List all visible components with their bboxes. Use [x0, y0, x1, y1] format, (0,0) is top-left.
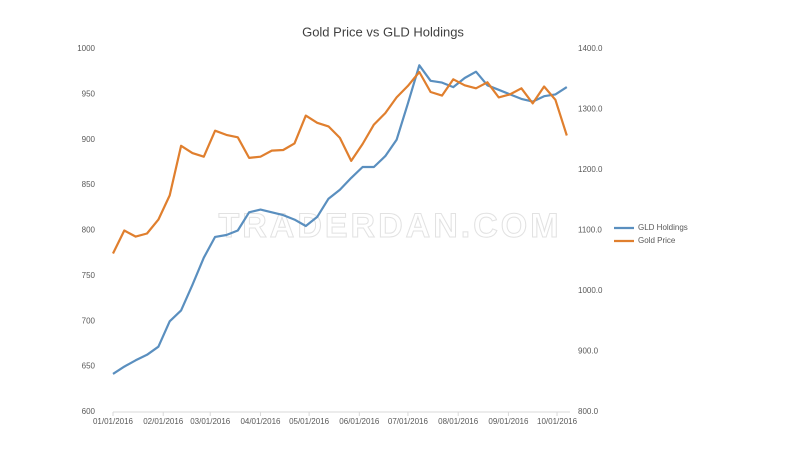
- y-tick-label: 650: [82, 362, 96, 371]
- y-tick-label: 1000: [77, 44, 95, 53]
- chart-title: Gold Price vs GLD Holdings: [302, 24, 464, 39]
- y2-tick-label: 1200.0: [578, 165, 603, 174]
- y2-tick-label: 1300.0: [578, 105, 603, 114]
- legend-label: GLD Holdings: [638, 223, 688, 232]
- y2-tick-label: 800.0: [578, 407, 599, 416]
- y2-tick-label: 1000.0: [578, 286, 603, 295]
- series-line: [112, 70, 568, 254]
- x-tick-label: 04/01/2016: [240, 417, 281, 426]
- x-tick-label: 10/01/2016: [537, 417, 578, 426]
- y-tick-label: 800: [82, 226, 96, 235]
- x-tick-label: 06/01/2016: [339, 417, 380, 426]
- y-tick-label: 700: [82, 316, 96, 325]
- y2-tick-label: 1400.0: [578, 44, 603, 53]
- x-tick-label: 02/01/2016: [143, 417, 184, 426]
- x-tick-label: 03/01/2016: [190, 417, 231, 426]
- x-tick-label: 05/01/2016: [289, 417, 330, 426]
- x-tick-label: 08/01/2016: [438, 417, 479, 426]
- y-tick-label: 850: [82, 180, 96, 189]
- y-tick-label: 950: [82, 89, 96, 98]
- y2-tick-label: 1100.0: [578, 226, 602, 235]
- x-tick-label: 07/01/2016: [388, 417, 429, 426]
- y-tick-label: 900: [82, 135, 96, 144]
- legend-label: Gold Price: [638, 236, 676, 245]
- y-tick-label: 750: [82, 271, 96, 280]
- x-tick-label: 01/01/2016: [93, 417, 134, 426]
- y2-tick-label: 900.0: [578, 347, 599, 356]
- y-tick-label: 600: [82, 407, 96, 416]
- x-tick-label: 09/01/2016: [488, 417, 529, 426]
